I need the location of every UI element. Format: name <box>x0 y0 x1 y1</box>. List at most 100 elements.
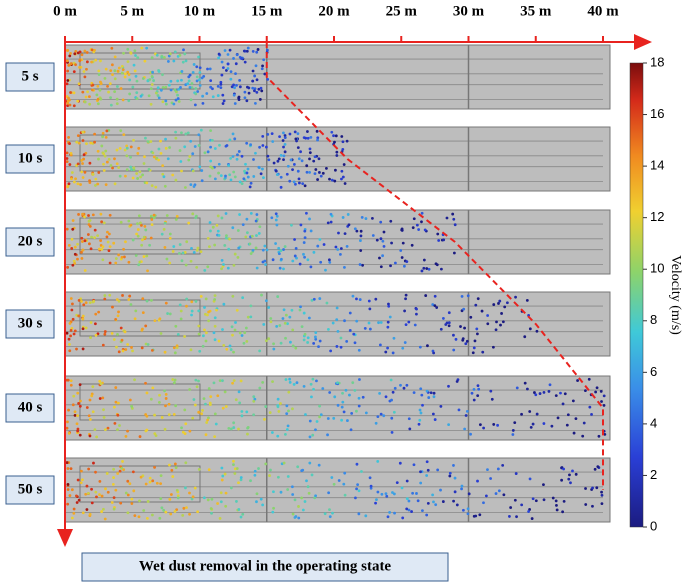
particle <box>112 467 116 471</box>
x-tick-label: 30 m <box>453 3 485 19</box>
particle <box>361 395 365 399</box>
particle <box>571 399 575 403</box>
particle <box>178 53 182 57</box>
particle <box>196 510 200 514</box>
particle <box>252 399 256 403</box>
particle <box>166 312 169 315</box>
particle <box>274 169 278 173</box>
particle <box>69 91 72 94</box>
particle <box>318 415 322 419</box>
colorbar-tick-label: 18 <box>650 54 664 69</box>
particle <box>109 164 113 167</box>
particle <box>319 413 323 417</box>
colorbar-label: Velocity (m/s) <box>668 255 683 335</box>
particle <box>506 301 509 305</box>
particle <box>339 247 343 250</box>
particle <box>275 223 279 227</box>
particle <box>107 157 111 161</box>
particle <box>227 164 231 167</box>
particle <box>329 349 333 353</box>
particle <box>128 482 132 486</box>
particle <box>496 467 500 471</box>
particle <box>270 431 274 434</box>
particle <box>99 59 102 63</box>
particle <box>82 303 86 307</box>
particle <box>77 402 81 405</box>
particle <box>117 66 121 70</box>
particle <box>86 491 90 495</box>
time-label: 5 s <box>21 68 38 84</box>
particle <box>115 345 118 349</box>
particle <box>97 69 101 73</box>
particle <box>262 58 266 62</box>
particle <box>78 383 82 387</box>
particle <box>77 213 80 216</box>
particle <box>303 236 307 240</box>
particle <box>144 381 147 385</box>
particle <box>173 378 177 382</box>
particle <box>357 396 361 400</box>
particle <box>227 426 231 430</box>
particle <box>288 380 292 384</box>
particle <box>297 157 301 161</box>
particle <box>81 317 85 321</box>
particle <box>138 499 141 503</box>
particle <box>123 330 127 334</box>
particle <box>88 512 92 516</box>
particle <box>286 164 290 168</box>
particle <box>418 345 422 349</box>
particle <box>572 431 576 435</box>
particle <box>102 408 105 412</box>
particle <box>290 308 294 312</box>
particle <box>405 260 409 264</box>
particle <box>127 73 131 76</box>
particle <box>294 137 298 141</box>
particle <box>133 49 137 53</box>
particle <box>87 214 90 217</box>
particle <box>492 303 496 306</box>
particle <box>257 87 261 91</box>
particle <box>259 497 263 501</box>
particle <box>343 471 347 475</box>
particle <box>202 496 206 500</box>
particle <box>465 339 469 343</box>
particle <box>183 335 187 338</box>
particle <box>66 467 70 470</box>
particle <box>466 512 470 516</box>
particle <box>448 471 452 475</box>
particle <box>282 154 286 158</box>
particle <box>355 229 359 233</box>
x-tick-label: 20 m <box>318 3 350 19</box>
particle <box>126 60 130 64</box>
particle <box>297 516 301 520</box>
particle <box>222 263 225 266</box>
particle <box>299 305 302 309</box>
particle <box>111 166 114 170</box>
particle <box>156 94 160 97</box>
particle <box>191 212 195 216</box>
particle <box>245 217 249 221</box>
particle <box>242 341 246 345</box>
particle <box>232 463 235 467</box>
particle <box>151 513 154 517</box>
particle <box>246 231 249 235</box>
particle <box>213 412 217 416</box>
particle <box>363 327 367 330</box>
particle <box>465 409 469 413</box>
particle <box>291 168 294 172</box>
particle <box>271 510 275 514</box>
particle <box>169 88 173 92</box>
particle <box>93 132 97 136</box>
particle <box>190 82 194 85</box>
particle <box>379 412 383 416</box>
particle <box>305 479 308 483</box>
particle <box>309 229 313 233</box>
particle <box>290 223 293 227</box>
particle <box>413 323 417 327</box>
particle <box>117 253 121 257</box>
particle <box>152 213 156 217</box>
particle <box>253 101 257 105</box>
particle <box>95 435 99 439</box>
particle <box>80 159 84 162</box>
particle <box>69 297 73 300</box>
